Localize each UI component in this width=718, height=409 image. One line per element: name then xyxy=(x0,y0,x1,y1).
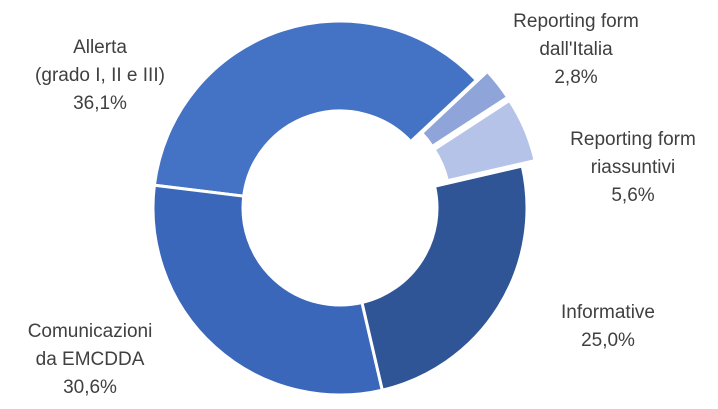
label-line: Reporting form xyxy=(513,11,639,32)
label-line: Allerta xyxy=(73,37,127,58)
label-line: Informative xyxy=(561,302,655,323)
value-label: 5,6% xyxy=(611,185,654,206)
slice-label: Allerta (grado I, II e III) 36,1% xyxy=(35,37,165,114)
value-label: 36,1% xyxy=(73,93,127,114)
label-line: riassuntivi xyxy=(591,157,675,178)
slice-label: Comunicazioni da EMCDDA 30,6% xyxy=(28,321,153,398)
label-line: Comunicazioni xyxy=(28,321,153,342)
value-label: 2,8% xyxy=(554,67,597,88)
donut-slice xyxy=(432,98,537,183)
slice-label: Informative 25,0% xyxy=(561,302,655,351)
value-label: 25,0% xyxy=(581,330,635,351)
donut-slice xyxy=(152,19,479,198)
donut-slice xyxy=(419,69,510,149)
label-line: da EMCDDA xyxy=(36,349,145,370)
slice-label: Reporting form dall'Italia 2,8% xyxy=(513,11,639,88)
label-line: (grado I, II e III) xyxy=(35,65,165,86)
donut-slice xyxy=(360,164,529,392)
label-line: dall'Italia xyxy=(539,39,613,60)
value-label: 30,6% xyxy=(63,377,117,398)
label-line: Reporting form xyxy=(570,129,696,150)
slice-label: Reporting form riassuntivi 5,6% xyxy=(570,129,696,206)
donut-slice xyxy=(151,183,385,397)
